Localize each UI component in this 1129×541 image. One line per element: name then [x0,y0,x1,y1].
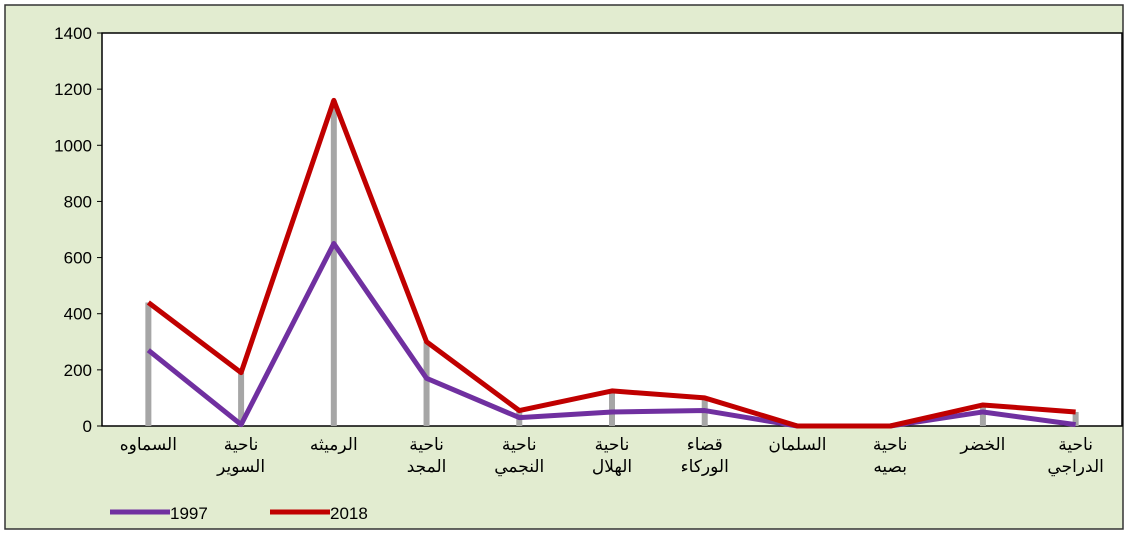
x-tick-label: ناحية المجد [407,435,447,476]
y-tick-label: 0 [83,417,92,436]
y-tick-label: 800 [64,192,92,211]
x-tick-label: ناحية الهلال [592,435,632,477]
y-tick-label: 600 [64,249,92,268]
x-tick-label: الخضر [959,435,1005,454]
x-tick-label: السماوه [120,435,177,454]
y-tick-label: 1400 [54,24,92,43]
x-tick-label: ناحية الدراجي [1047,435,1103,477]
x-tick-label: ناحية النجمي [494,435,544,477]
x-tick-label: السلمان [768,435,826,454]
y-tick-label: 400 [64,305,92,324]
y-tick-label: 1200 [54,80,92,99]
legend-label: 2018 [330,504,368,523]
plot-area [101,32,1123,427]
x-tick-label: ناحية بصيه [873,435,908,476]
y-tick-label: 200 [64,361,92,380]
y-tick-label: 1000 [54,136,92,155]
legend-label: 1997 [170,504,208,523]
x-tick-label: ناحية السوير [216,435,265,476]
line-series [146,97,1076,429]
x-tick-label: قضاء الوركاء [681,435,729,476]
x-tick-label: الرميثه [310,435,358,454]
